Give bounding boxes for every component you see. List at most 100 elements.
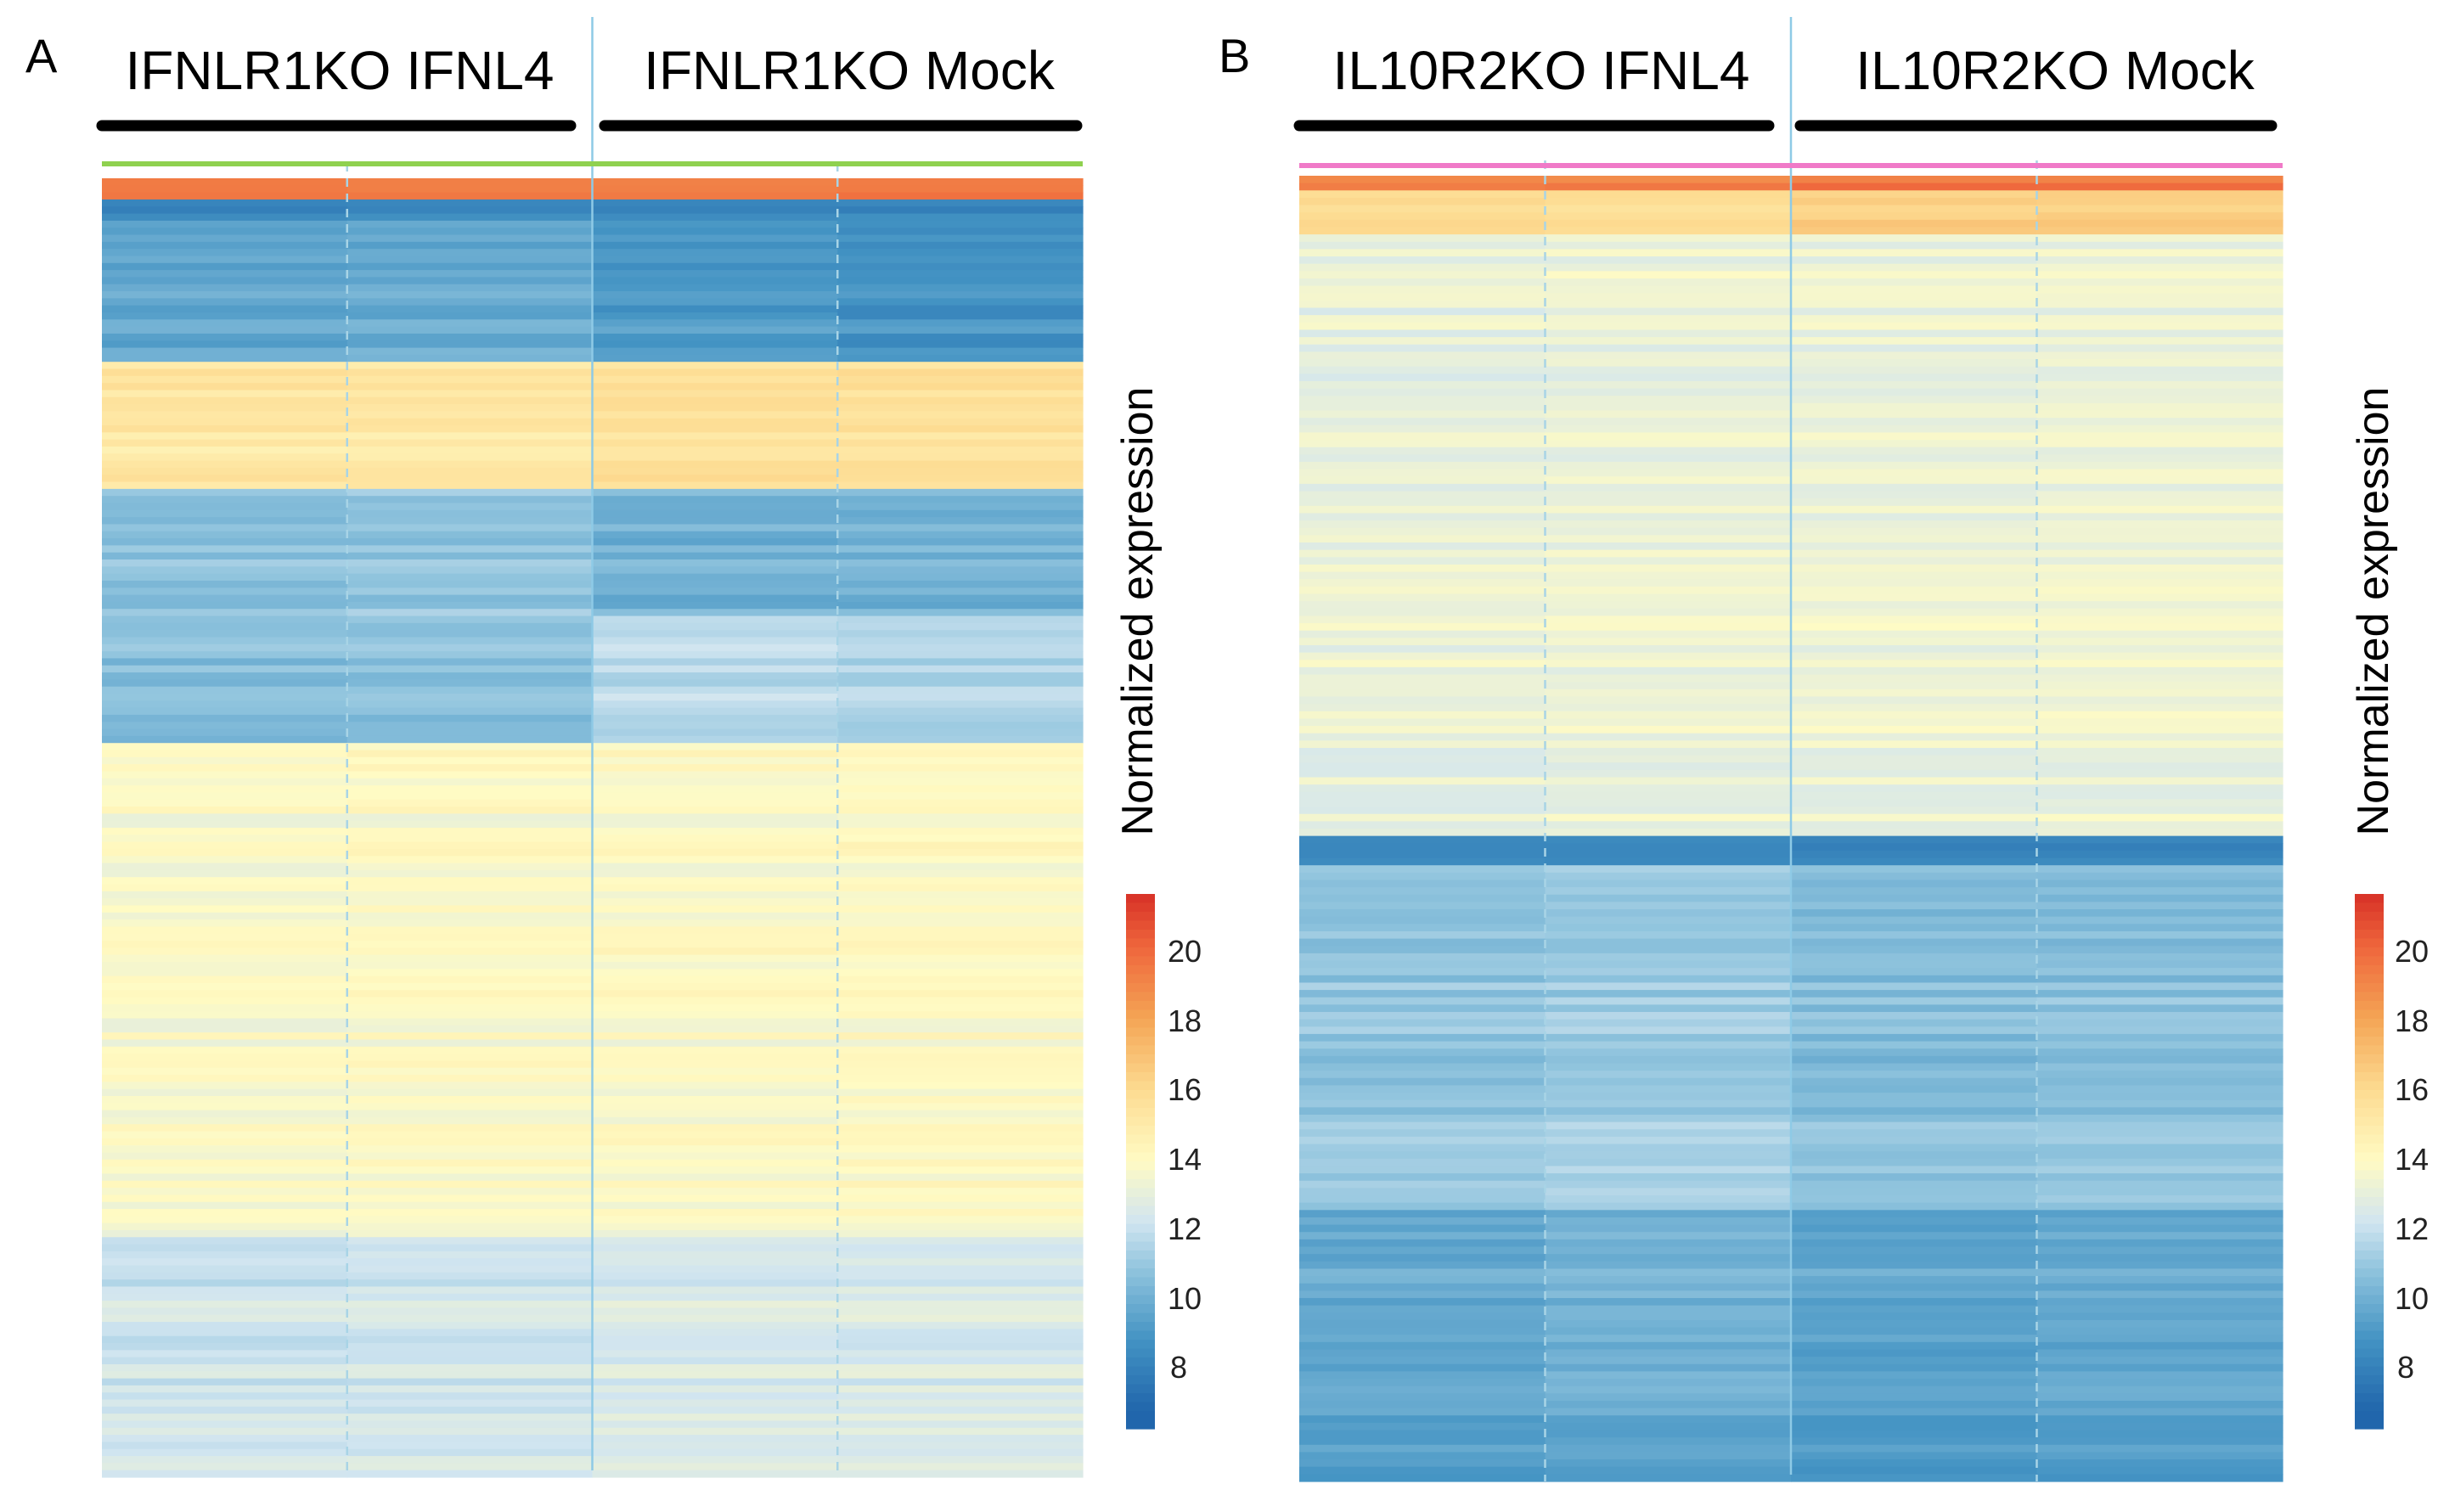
heatmap-cell (1299, 527, 1546, 536)
heatmap-cell (837, 375, 1084, 384)
heatmap-cell (1545, 1254, 1792, 1262)
colorbar-segment (2355, 1081, 2384, 1091)
heatmap-cell (2036, 666, 2283, 676)
heatmap-cell (837, 1363, 1084, 1372)
heatmap-cell (1545, 1319, 1792, 1329)
heatmap-cell (1299, 1239, 1546, 1248)
heatmap-cell (102, 396, 348, 405)
heatmap-cell (1791, 968, 2038, 976)
heatmap-cell (2036, 829, 2283, 837)
heatmap-cell (2036, 850, 2283, 859)
heatmap-cell (102, 735, 348, 744)
heatmap-cell (102, 1075, 348, 1082)
heatmap-cell (1545, 872, 1792, 881)
heatmap-cell (837, 743, 1084, 751)
heatmap-cell (1791, 1144, 2038, 1152)
heatmap-cell (1791, 1232, 2038, 1240)
heatmap-cell (2036, 938, 2283, 947)
heatmap-cell (592, 1216, 838, 1224)
colorbar-segment (2355, 1286, 2384, 1296)
heatmap-cell (102, 277, 348, 285)
heatmap-cell (102, 446, 348, 454)
heatmap-cell (102, 799, 348, 807)
heatmap-cell (837, 912, 1084, 920)
heatmap-cell (592, 743, 838, 751)
heatmap-cell (592, 305, 838, 313)
heatmap-cell (102, 284, 348, 292)
heatmap-cell (346, 841, 594, 850)
heatmap-cell (1545, 183, 1792, 191)
heatmap-cell (346, 912, 594, 920)
heatmap-cell (1299, 271, 1546, 279)
heatmap-cell (2036, 733, 2283, 741)
heatmap-cell (2036, 644, 2283, 654)
heatmap-cell (102, 820, 348, 829)
heatmap-cell (837, 884, 1084, 892)
heatmap-cell (1545, 799, 1792, 807)
heatmap-cell (1545, 1408, 1792, 1416)
heatmap-cell (1299, 1335, 1546, 1343)
heatmap-cell (592, 1357, 838, 1365)
heatmap-cell (1791, 271, 2038, 279)
heatmap-cell (837, 1307, 1084, 1316)
heatmap-cell (1545, 205, 1792, 213)
heatmap-cell (102, 559, 348, 567)
heatmap-cell (1545, 777, 1792, 785)
heatmap-cell (2036, 402, 2283, 412)
heatmap-cell (1545, 1136, 1792, 1145)
heatmap-cell (1791, 726, 2038, 734)
heatmap-cell (1791, 1444, 2038, 1453)
heatmap-cell (592, 1279, 838, 1288)
heatmap-cell (837, 1258, 1084, 1267)
heatmap-cell (1791, 307, 2038, 316)
heatmap-cell (346, 270, 594, 278)
heatmap-cell (346, 1152, 594, 1161)
heatmap-cell (837, 220, 1084, 228)
colorbar-segment (1126, 1126, 1155, 1136)
heatmap-cell (592, 425, 838, 433)
heatmap-cell (102, 1343, 348, 1351)
heatmap-cell (102, 1314, 348, 1323)
heatmap-cell (2036, 982, 2283, 991)
heatmap-cell (2036, 835, 2283, 844)
heatmap-cell (102, 1188, 348, 1195)
heatmap-cell (837, 1173, 1084, 1182)
heatmap-cell (346, 354, 594, 363)
heatmap-cell (1299, 1430, 1546, 1438)
heatmap-cell (1545, 660, 1792, 668)
heatmap-cell (102, 291, 348, 299)
colorbar-segment (2355, 1241, 2384, 1251)
heatmap-cell (1299, 557, 1546, 565)
heatmap-cell (1299, 1085, 1546, 1093)
heatmap-cell (1299, 571, 1546, 580)
heatmap-cell (592, 609, 838, 617)
heatmap-cell (1791, 1121, 2038, 1130)
heatmap-cell (1791, 1217, 2038, 1226)
heatmap-cell (592, 651, 838, 660)
heatmap-cell (1791, 990, 2038, 998)
heatmap-cell (592, 262, 838, 271)
heatmap-cell (592, 828, 838, 835)
heatmap-cell (1299, 689, 1546, 698)
heatmap-cell (1791, 1224, 2038, 1233)
heatmap-cell (346, 933, 594, 941)
heatmap-cell (346, 637, 594, 645)
heatmap-cell (346, 1414, 594, 1422)
heatmap-cell (1299, 615, 1546, 624)
heatmap-cell (592, 912, 838, 920)
heatmap-cell (1791, 1012, 2038, 1020)
heatmap-cell (102, 700, 348, 709)
heatmap-cell (837, 728, 1084, 737)
heatmap-cell (837, 496, 1084, 504)
heatmap-cell (1791, 1327, 2038, 1335)
colorbar-segment (2355, 1144, 2384, 1154)
heatmap-cell (102, 1095, 348, 1104)
heatmap-cell (837, 672, 1084, 680)
heatmap-cell (1545, 1085, 1792, 1093)
heatmap-cell (2036, 784, 2283, 793)
heatmap-cell (592, 1166, 838, 1175)
heatmap-cell (1545, 666, 1792, 676)
heatmap-cell (592, 975, 838, 984)
heatmap-cell (346, 432, 594, 441)
heatmap-cell (837, 192, 1084, 200)
